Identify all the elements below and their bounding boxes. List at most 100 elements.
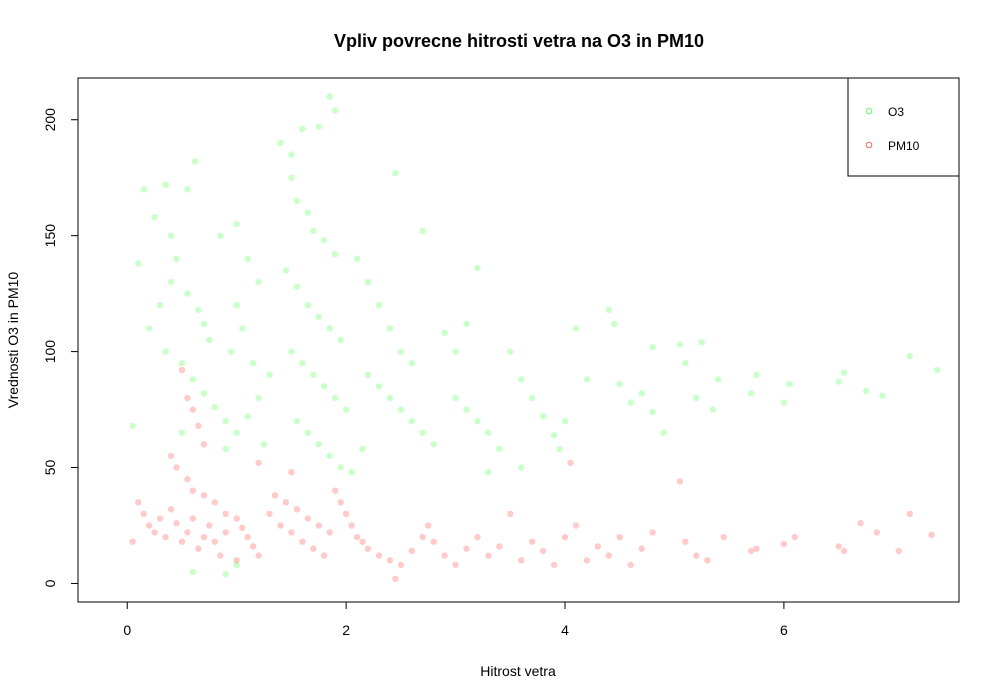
- y-axis-label: Vrednosti O3 in PM10: [5, 272, 21, 409]
- point-pm10-3: [145, 522, 153, 529]
- point-pm10-52: [353, 533, 361, 541]
- point-pm10-89: [753, 545, 760, 552]
- point-pm10-87: [720, 533, 727, 541]
- point-o3-43: [293, 197, 301, 205]
- point-o3-51: [315, 313, 322, 320]
- point-o3-19: [145, 325, 153, 332]
- point-o3-9: [195, 306, 202, 314]
- point-pm10-6: [162, 533, 169, 541]
- point-o3-64: [337, 464, 344, 471]
- point-pm10-64: [463, 545, 470, 552]
- point-o3-47: [332, 251, 339, 258]
- point-o3-103: [627, 399, 634, 406]
- point-pm10-43: [282, 499, 290, 506]
- point-o3-66: [353, 255, 361, 262]
- y-axis: 0 50 100 150 200: [42, 108, 79, 587]
- point-o3-1: [140, 186, 147, 193]
- point-o3-25: [255, 278, 262, 286]
- point-pm10-12: [195, 545, 202, 552]
- point-o3-96: [485, 469, 492, 476]
- point-pm10-94: [857, 520, 864, 527]
- point-o3-3: [162, 181, 169, 188]
- point-pm10-42: [271, 492, 279, 499]
- point-o3-60: [293, 418, 301, 425]
- chart-title: Vpliv povrecne hitrosti vetra na O3 in P…: [334, 31, 704, 51]
- point-pm10-40: [310, 545, 317, 552]
- point-o3-53: [337, 336, 344, 344]
- point-o3-101: [611, 320, 618, 327]
- point-o3-5: [191, 158, 199, 165]
- point-pm10-62: [441, 552, 448, 559]
- point-o3-52: [326, 325, 333, 332]
- point-o3-110: [698, 339, 705, 346]
- point-pm10-0: [129, 538, 136, 545]
- point-pm10-77: [594, 543, 601, 550]
- point-o3-90: [507, 348, 514, 355]
- point-o3-48: [282, 267, 290, 274]
- point-pm10-96: [895, 547, 902, 555]
- point-o3-121: [906, 353, 913, 360]
- point-pm10-44: [293, 506, 301, 513]
- point-pm10-50: [342, 510, 350, 518]
- point-o3-54: [288, 348, 295, 355]
- point-o3-24: [244, 255, 251, 262]
- point-pm10-91: [791, 533, 798, 541]
- point-o3-71: [408, 360, 415, 367]
- point-o3-28: [228, 348, 235, 355]
- x-axis-label: Hitrost vetra: [480, 663, 556, 679]
- point-o3-22: [217, 232, 224, 239]
- point-o3-49: [293, 283, 301, 290]
- legend-label-pm10: PM10: [888, 139, 920, 153]
- point-o3-63: [326, 452, 333, 460]
- point-o3-12: [178, 360, 186, 367]
- point-o3-79: [419, 429, 426, 436]
- point-o3-115: [780, 399, 788, 406]
- point-o3-118: [840, 369, 848, 376]
- point-pm10-60: [425, 522, 432, 529]
- point-pm10-95: [873, 529, 881, 536]
- point-o3-86: [463, 406, 470, 413]
- point-o3-73: [419, 227, 426, 235]
- point-o3-7: [173, 255, 180, 262]
- point-pm10-88: [747, 547, 755, 555]
- point-o3-85: [452, 394, 459, 402]
- point-pm10-78: [605, 552, 612, 559]
- point-o3-106: [649, 343, 656, 351]
- x-tick-label-2: 2: [342, 622, 350, 638]
- point-pm10-51: [348, 522, 355, 529]
- point-pm10-36: [266, 510, 273, 518]
- point-pm10-98: [928, 531, 935, 538]
- point-pm10-72: [550, 561, 558, 569]
- point-pm10-80: [627, 561, 634, 569]
- point-o3-55: [299, 360, 306, 367]
- point-o3-95: [518, 464, 525, 471]
- point-pm10-73: [561, 533, 569, 541]
- point-o3-93: [539, 413, 547, 420]
- point-o3-98: [572, 325, 580, 332]
- point-pm10-83: [676, 478, 684, 485]
- point-pm10-27: [200, 492, 208, 499]
- point-o3-21: [167, 278, 175, 286]
- point-o3-50: [304, 302, 311, 309]
- point-o3-94: [550, 431, 558, 439]
- point-pm10-1: [135, 499, 142, 506]
- point-o3-102: [616, 380, 623, 388]
- point-o3-31: [255, 394, 262, 402]
- point-o3-105: [649, 408, 656, 416]
- legend: O3 PM10: [847, 77, 960, 177]
- point-o3-67: [364, 278, 372, 286]
- point-pm10-93: [840, 547, 848, 555]
- point-pm10-41: [321, 552, 328, 559]
- point-pm10-10: [184, 529, 191, 536]
- y-tick-label-200: 200: [42, 108, 58, 132]
- point-o3-0: [135, 260, 142, 267]
- point-o3-11: [206, 336, 213, 344]
- point-pm10-57: [397, 561, 405, 569]
- point-pm10-30: [233, 515, 240, 522]
- point-o3-23: [233, 220, 240, 228]
- point-o3-123: [660, 429, 667, 436]
- point-o3-92: [529, 394, 536, 402]
- point-pm10-23: [167, 452, 175, 460]
- point-o3-104: [638, 390, 645, 397]
